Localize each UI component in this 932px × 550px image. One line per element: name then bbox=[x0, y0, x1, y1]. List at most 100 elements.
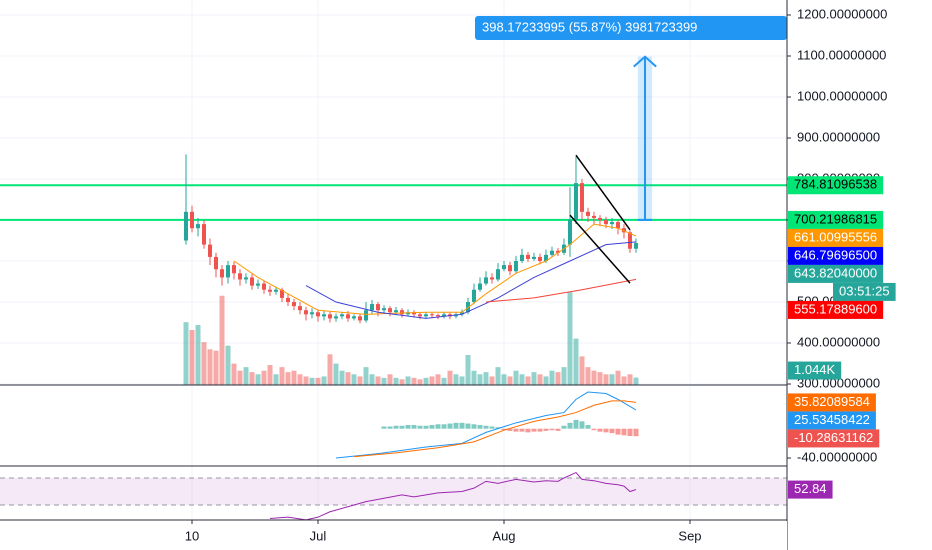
volume-tag-label: 1.044K bbox=[794, 362, 836, 377]
volume-bar bbox=[537, 374, 543, 385]
candle-body bbox=[477, 283, 482, 290]
candle-body bbox=[255, 283, 260, 286]
volume-bar bbox=[429, 376, 435, 385]
volume-bar bbox=[495, 367, 501, 385]
volume-bar bbox=[375, 376, 381, 385]
macd-histogram-bar bbox=[627, 428, 633, 437]
candle-body bbox=[417, 314, 422, 317]
candle-body bbox=[591, 215, 596, 218]
price-tag: 700.21986815 bbox=[788, 210, 884, 229]
candle-body bbox=[183, 211, 188, 241]
volume-bar bbox=[207, 349, 213, 385]
volume-bar bbox=[249, 372, 255, 385]
volume-bar bbox=[387, 374, 393, 385]
candle-body bbox=[603, 220, 608, 225]
volume-bar bbox=[201, 342, 207, 385]
candle-body bbox=[207, 244, 212, 257]
volume-bar bbox=[417, 379, 423, 385]
candle-body bbox=[321, 314, 326, 317]
volume-tag: 1.044K bbox=[788, 361, 842, 380]
macd-histogram-bar bbox=[435, 424, 441, 429]
macd-histogram-bar bbox=[429, 425, 435, 429]
volume-bar bbox=[609, 374, 615, 385]
price-tag-label: 784.81096538 bbox=[794, 177, 877, 192]
macd-histogram-bar bbox=[405, 425, 411, 429]
macd-histogram-bar bbox=[555, 428, 561, 431]
macd-histogram-bar bbox=[525, 428, 531, 433]
moving-average bbox=[233, 223, 637, 315]
macd-tag-box bbox=[788, 429, 880, 448]
price-tag: 661.00995556 bbox=[788, 228, 884, 247]
time-axis-bg bbox=[0, 521, 787, 550]
macd-histogram-bar bbox=[621, 428, 627, 436]
volume-bar bbox=[321, 376, 327, 385]
price-tag: 03:51:25 bbox=[833, 282, 896, 301]
candle-body bbox=[573, 183, 578, 221]
candle-body bbox=[435, 315, 440, 317]
y-tick-label: -40.00000000 bbox=[797, 449, 877, 464]
volume-bar bbox=[543, 376, 549, 385]
candle-body bbox=[501, 265, 506, 270]
price-tag-box bbox=[788, 264, 884, 283]
volume-bar bbox=[591, 370, 597, 385]
candle-body bbox=[399, 310, 404, 315]
volume-tag-box bbox=[788, 361, 842, 380]
volume-bar bbox=[441, 377, 447, 385]
macd-histogram-bar bbox=[471, 424, 477, 429]
candle-body bbox=[513, 261, 518, 272]
candle-body bbox=[363, 310, 368, 321]
macd-tag-box bbox=[788, 393, 876, 412]
volume-bar bbox=[279, 367, 285, 385]
candle-body bbox=[333, 316, 338, 319]
candle-body bbox=[471, 289, 476, 303]
y-tick-label: 1000.00000000 bbox=[797, 88, 887, 103]
volume-bar bbox=[507, 376, 513, 385]
volume-bar bbox=[261, 370, 267, 385]
macd-histogram-bar bbox=[483, 425, 489, 429]
price-tag: 646.79696500 bbox=[788, 246, 884, 265]
measure-head bbox=[633, 55, 657, 68]
macd-histogram-bar bbox=[591, 428, 597, 431]
volume-bar bbox=[195, 325, 201, 385]
price-tag-box bbox=[788, 300, 884, 319]
candle-body bbox=[375, 304, 380, 311]
candle-body bbox=[327, 314, 332, 319]
rsi-line bbox=[269, 471, 637, 521]
volume-bar bbox=[333, 363, 339, 385]
volume-bar bbox=[627, 374, 633, 385]
volume-bar bbox=[363, 367, 369, 385]
candle-body bbox=[345, 314, 350, 319]
volume-bar bbox=[615, 370, 621, 385]
macd-histogram-bar bbox=[615, 428, 621, 435]
volume-bar bbox=[297, 374, 303, 385]
x-tick-label: Sep bbox=[678, 528, 701, 543]
candle-body bbox=[213, 256, 218, 270]
candle-body bbox=[261, 283, 266, 290]
macd-histogram-bar bbox=[531, 428, 537, 432]
macd-histogram-bar bbox=[567, 422, 573, 429]
price-tag: 784.81096538 bbox=[788, 176, 884, 195]
price-tag-box bbox=[833, 282, 896, 301]
candle-body bbox=[189, 211, 194, 229]
volume-bar bbox=[231, 363, 237, 385]
candle-body bbox=[489, 277, 494, 280]
macd-tag-box bbox=[788, 411, 876, 430]
candle-body bbox=[315, 312, 320, 317]
price-tag-label: 03:51:25 bbox=[839, 283, 890, 298]
volume-bar bbox=[573, 338, 579, 385]
y-tick-label: 900.00000000 bbox=[797, 129, 880, 144]
candle-body bbox=[273, 289, 278, 292]
candle-body bbox=[609, 222, 614, 225]
macd-histogram-bar bbox=[381, 426, 387, 429]
candle-body bbox=[201, 224, 206, 245]
volume-bar bbox=[189, 330, 195, 385]
volume-bar bbox=[471, 370, 477, 385]
volume-bar bbox=[489, 376, 495, 385]
volume-bar bbox=[555, 372, 561, 385]
macd-histogram-bar bbox=[597, 428, 603, 432]
candle-body bbox=[627, 232, 632, 249]
volume-bar bbox=[393, 377, 399, 385]
macd-histogram-bar bbox=[495, 427, 501, 429]
candle-body bbox=[387, 308, 392, 313]
